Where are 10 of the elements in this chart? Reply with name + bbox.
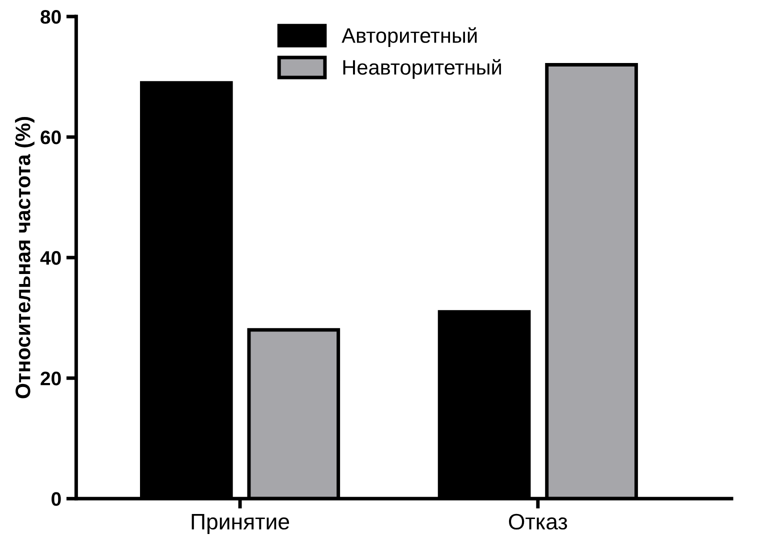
x-tick-label: Отказ (508, 514, 568, 530)
legend-label: Неавторитетный (343, 59, 501, 79)
y-tick-label: 40 (40, 251, 61, 265)
y-tick-label: 20 (40, 372, 61, 386)
legend-label: Авторитетный (342, 27, 477, 48)
y-axis-title: Относительная частота (%) (15, 117, 34, 398)
y-tick-label: 60 (40, 130, 61, 144)
x-tick-label: Принятие (192, 514, 290, 534)
y-tick-label: 0 (52, 492, 61, 506)
y-tick-label: 80 (40, 10, 61, 24)
